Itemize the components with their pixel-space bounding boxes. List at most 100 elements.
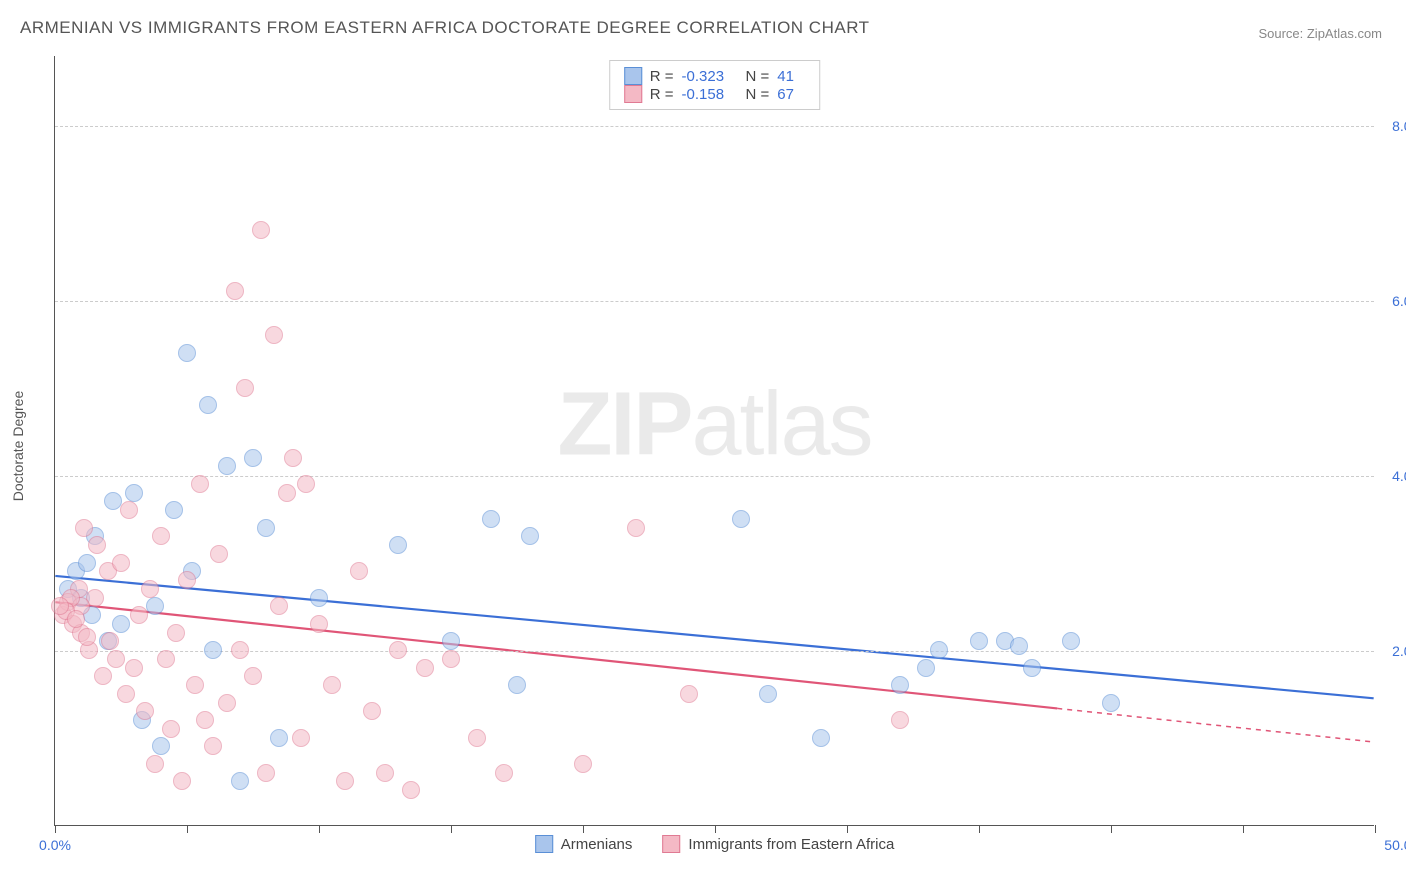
scatter-plot-area: ZIPatlas R =-0.323N =41R =-0.158N =67 Ar… [54,56,1374,826]
x-tick [715,825,716,833]
x-tick [979,825,980,833]
data-point [107,650,125,668]
data-point [257,764,275,782]
series-name: Armenians [561,836,633,853]
legend-swatch [624,67,642,85]
data-point [94,667,112,685]
data-point [323,676,341,694]
data-point [191,475,209,493]
data-point [117,685,135,703]
x-tick [451,825,452,833]
legend-row: R =-0.158N =67 [624,85,806,103]
legend-r-value: -0.158 [682,86,738,103]
data-point [297,475,315,493]
data-point [442,632,460,650]
x-tick [319,825,320,833]
data-point [101,632,119,650]
data-point [389,641,407,659]
legend-swatch [535,835,553,853]
data-point [218,694,236,712]
data-point [130,606,148,624]
legend-swatch [662,835,680,853]
data-point [970,632,988,650]
watermark: ZIPatlas [557,374,871,477]
series-legend-item: Immigrants from Eastern Africa [662,835,894,853]
data-point [178,344,196,362]
data-point [284,449,302,467]
data-point [112,615,130,633]
data-point [231,772,249,790]
x-tick [1111,825,1112,833]
data-point [162,720,180,738]
data-point [468,729,486,747]
data-point [416,659,434,677]
legend-row: R =-0.323N =41 [624,67,806,85]
data-point [165,501,183,519]
data-point [482,510,500,528]
y-tick-label: 4.0% [1392,468,1406,484]
legend-n-value: 41 [777,68,805,85]
data-point [244,667,262,685]
data-point [812,729,830,747]
data-point [1062,632,1080,650]
data-point [112,554,130,572]
data-point [930,641,948,659]
data-point [244,449,262,467]
x-tick-label: 50.0% [1384,837,1406,853]
data-point [1102,694,1120,712]
data-point [152,737,170,755]
x-tick [1243,825,1244,833]
legend-n-label: N = [746,68,770,85]
data-point [292,729,310,747]
data-point [152,527,170,545]
data-point [574,755,592,773]
data-point [402,781,420,799]
data-point [210,545,228,563]
data-point [88,536,106,554]
data-point [891,711,909,729]
data-point [186,676,204,694]
data-point [310,589,328,607]
data-point [157,650,175,668]
data-point [508,676,526,694]
data-point [178,571,196,589]
data-point [891,676,909,694]
data-point [627,519,645,537]
data-point [199,396,217,414]
x-tick [55,825,56,833]
x-tick-label: 0.0% [39,837,71,853]
data-point [252,221,270,239]
data-point [226,282,244,300]
gridline [55,126,1374,127]
data-point [218,457,236,475]
data-point [257,519,275,537]
data-point [350,562,368,580]
trend-line-extrapolated [1057,708,1373,742]
y-tick-label: 8.0% [1392,118,1406,134]
data-point [231,641,249,659]
data-point [1010,637,1028,655]
data-point [78,554,96,572]
legend-r-label: R = [650,68,674,85]
series-legend-item: Armenians [535,835,633,853]
data-point [204,737,222,755]
data-point [732,510,750,528]
data-point [146,597,164,615]
x-tick [1375,825,1376,833]
gridline [55,651,1374,652]
data-point [265,326,283,344]
data-point [270,729,288,747]
x-tick [187,825,188,833]
series-legend: Armenians Immigrants from Eastern Africa [535,835,895,853]
legend-r-label: R = [650,86,674,103]
data-point [167,624,185,642]
data-point [236,379,254,397]
data-point [278,484,296,502]
data-point [336,772,354,790]
data-point [521,527,539,545]
data-point [75,519,93,537]
data-point [67,610,85,628]
data-point [270,597,288,615]
x-tick [583,825,584,833]
data-point [141,580,159,598]
